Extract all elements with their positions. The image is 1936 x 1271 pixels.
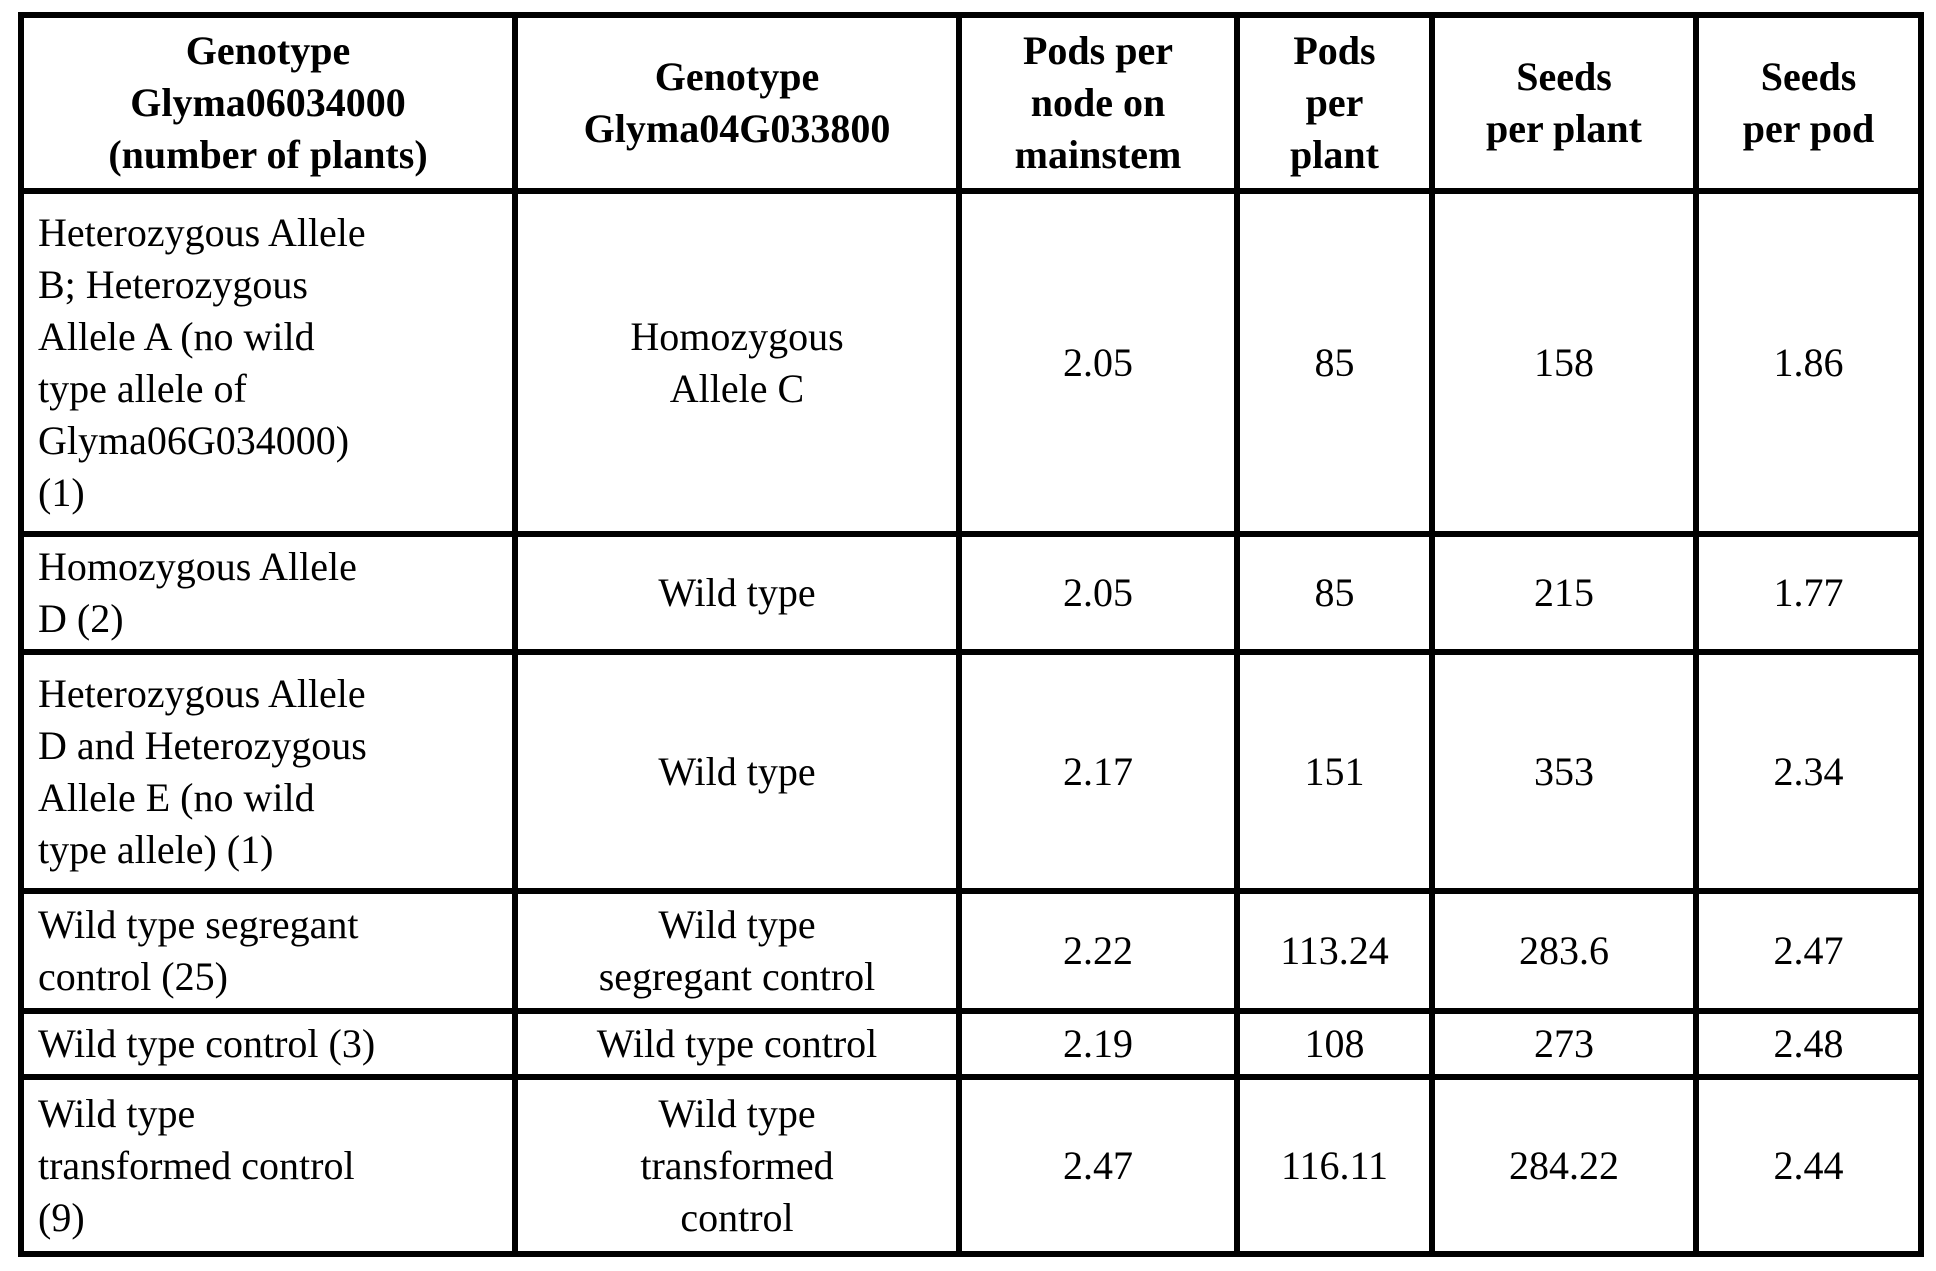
seeds-per-pod-cell: 2.34 <box>1693 649 1924 894</box>
pods-per-node-cell: 2.47 <box>956 1074 1240 1257</box>
table-row: Homozygous Allele D (2) Wild type 2.05 8… <box>18 531 1924 655</box>
genotype-04-cell: Wild type transformed control <box>512 1074 962 1257</box>
col-header-seeds-per-pod: Seeds per pod <box>1693 12 1924 194</box>
col-header-pods-per-node: Pods per node on mainstem <box>956 12 1240 194</box>
table-row: Heterozygous Allele D and Heterozygous A… <box>18 649 1924 894</box>
col-header-seeds-per-plant: Seeds per plant <box>1429 12 1699 194</box>
seeds-per-plant-cell: 215 <box>1429 531 1699 655</box>
genotype-04-cell: Wild type <box>512 531 962 655</box>
seeds-per-plant-cell: 158 <box>1429 188 1699 537</box>
pods-per-node-cell: 2.19 <box>956 1008 1240 1080</box>
genotype-04-cell: Homozygous Allele C <box>512 188 962 537</box>
seeds-per-pod-cell: 2.48 <box>1693 1008 1924 1080</box>
col-header-genotype-glyma04g033800: Genotype Glyma04G033800 <box>512 12 962 194</box>
genotype-results-table: Genotype Glyma06034000 (number of plants… <box>18 12 1924 1257</box>
seeds-per-plant-cell: 353 <box>1429 649 1699 894</box>
table-row: Heterozygous Allele B; Heterozygous Alle… <box>18 188 1924 537</box>
seeds-per-pod-cell: 1.86 <box>1693 188 1924 537</box>
table-row: Wild type transformed control (9) Wild t… <box>18 1074 1924 1257</box>
seeds-per-pod-cell: 2.47 <box>1693 888 1924 1014</box>
table-row: Wild type control (3) Wild type control … <box>18 1008 1924 1080</box>
pods-per-plant-cell: 85 <box>1234 188 1435 537</box>
col-header-genotype-glyma06034000: Genotype Glyma06034000 (number of plants… <box>18 12 518 194</box>
seeds-per-pod-cell: 1.77 <box>1693 531 1924 655</box>
genotype-04-cell: Wild type control <box>512 1008 962 1080</box>
genotype-06-cell: Homozygous Allele D (2) <box>18 531 518 655</box>
pods-per-node-cell: 2.17 <box>956 649 1240 894</box>
genotype-06-cell: Wild type transformed control (9) <box>18 1074 518 1257</box>
genotype-06-cell: Wild type control (3) <box>18 1008 518 1080</box>
seeds-per-plant-cell: 273 <box>1429 1008 1699 1080</box>
genotype-06-cell: Wild type segregant control (25) <box>18 888 518 1014</box>
pods-per-plant-cell: 116.11 <box>1234 1074 1435 1257</box>
genotype-06-cell: Heterozygous Allele B; Heterozygous Alle… <box>18 188 518 537</box>
table-header-row: Genotype Glyma06034000 (number of plants… <box>18 12 1924 194</box>
col-header-pods-per-plant: Pods per plant <box>1234 12 1435 194</box>
pods-per-plant-cell: 151 <box>1234 649 1435 894</box>
genotype-04-cell: Wild type <box>512 649 962 894</box>
pods-per-node-cell: 2.05 <box>956 188 1240 537</box>
pods-per-node-cell: 2.22 <box>956 888 1240 1014</box>
genotype-04-cell: Wild type segregant control <box>512 888 962 1014</box>
seeds-per-plant-cell: 284.22 <box>1429 1074 1699 1257</box>
pods-per-plant-cell: 85 <box>1234 531 1435 655</box>
pods-per-plant-cell: 108 <box>1234 1008 1435 1080</box>
seeds-per-pod-cell: 2.44 <box>1693 1074 1924 1257</box>
table-row: Wild type segregant control (25) Wild ty… <box>18 888 1924 1014</box>
pods-per-plant-cell: 113.24 <box>1234 888 1435 1014</box>
pods-per-node-cell: 2.05 <box>956 531 1240 655</box>
genotype-06-cell: Heterozygous Allele D and Heterozygous A… <box>18 649 518 894</box>
seeds-per-plant-cell: 283.6 <box>1429 888 1699 1014</box>
